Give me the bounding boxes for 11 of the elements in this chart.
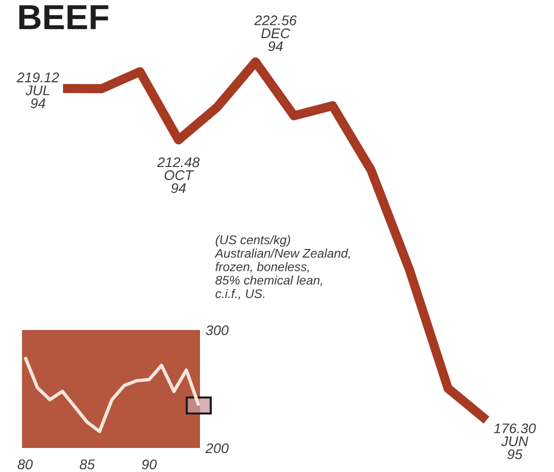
x-tick-label: 80 bbox=[18, 459, 33, 470]
x-tick-label: 85 bbox=[80, 459, 95, 470]
data-label: 222.56 DEC 94 bbox=[254, 15, 297, 52]
y-tick-label: 200 bbox=[205, 443, 229, 454]
x-tick-label: 90 bbox=[142, 459, 157, 470]
y-tick-label: 300 bbox=[206, 325, 229, 336]
chart-title: BEEF bbox=[19, 5, 108, 30]
data-label: 176.30 JUN 95 bbox=[494, 423, 536, 460]
annotation: (US cents/kg) Australian/New Zealand, frozen, boneless, 85% chemical lean, c.i.f., US. bbox=[214, 235, 350, 300]
data-label: 212.48 OCT 94 bbox=[157, 157, 200, 194]
data-label: 219.12 JUL 94 bbox=[16, 72, 60, 108]
